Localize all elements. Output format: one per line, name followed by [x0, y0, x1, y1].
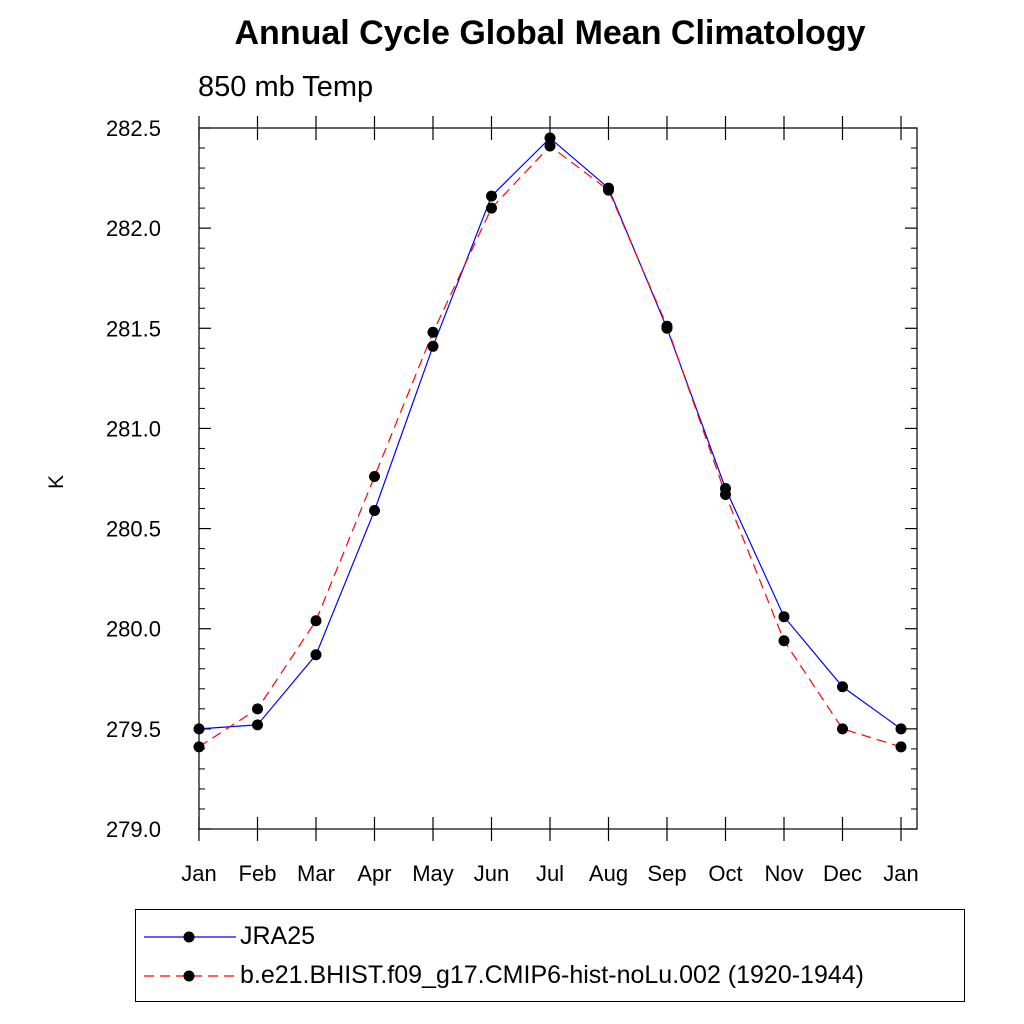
x-tick-label: Jan — [883, 861, 918, 886]
series-1-point — [427, 326, 439, 338]
series-0-point — [544, 132, 556, 144]
x-tick-label: Feb — [239, 861, 277, 886]
y-tick-label: 280.5 — [106, 517, 161, 542]
series-0-point — [427, 340, 439, 352]
x-tick-label: Nov — [764, 861, 803, 886]
x-tick-label: Jul — [536, 861, 564, 886]
y-tick-label: 282.5 — [106, 116, 161, 141]
series-0-point — [369, 505, 380, 517]
y-tick-label: 280.0 — [106, 617, 161, 642]
series-1-point — [661, 320, 673, 332]
plot-frame — [198, 127, 918, 830]
x-tick-label: Apr — [357, 861, 391, 886]
y-tick-label: 279.0 — [106, 817, 161, 842]
series-0-point — [310, 649, 322, 661]
series-1-point — [310, 615, 322, 627]
legend-marker-series-1 — [183, 970, 195, 982]
legend-marker-series-0 — [183, 931, 195, 943]
series-0-point — [193, 723, 205, 735]
x-tick-label: Oct — [708, 861, 742, 886]
series-1-point — [778, 635, 790, 647]
series-line-0 — [198, 137, 902, 730]
y-tick-label: 281.0 — [106, 416, 161, 441]
series-0-point — [486, 190, 497, 202]
legend-swatches — [144, 931, 236, 982]
x-tick-label: May — [412, 861, 454, 886]
x-tick-label: Aug — [589, 861, 628, 886]
series-1-point — [252, 703, 263, 715]
series-1-point — [486, 202, 497, 214]
series-0-point — [778, 611, 790, 623]
x-tick-label: Sep — [647, 861, 686, 886]
y-tick-label: 281.5 — [106, 316, 161, 341]
series-1-point — [837, 723, 848, 735]
chart-subtitle: 850 mb Temp — [198, 71, 374, 103]
series-1-point — [720, 489, 731, 501]
series-1-point — [193, 741, 205, 753]
series-0-point — [252, 719, 263, 731]
x-tick-label: Jun — [474, 861, 509, 886]
x-tick-label: Mar — [297, 861, 335, 886]
legend: JRA25 b.e21.BHIST.f09_g17.CMIP6-hist-noL… — [135, 909, 965, 1002]
series-1-point — [603, 184, 614, 196]
series-1-point — [369, 470, 380, 482]
y-tick-label: 279.5 — [106, 717, 161, 742]
y-tick-label: 282.0 — [106, 216, 161, 241]
series-1-point — [895, 741, 907, 753]
series-0-point — [837, 681, 848, 693]
series-1-point — [544, 140, 556, 152]
chart-title: Annual Cycle Global Mean Climatology — [234, 14, 866, 52]
series-line-1 — [198, 145, 902, 748]
legend-label-series-0: JRA25 — [240, 922, 316, 950]
x-tick-label: Jan — [181, 861, 216, 886]
x-tick-label: Dec — [823, 861, 862, 886]
legend-label-series-1: b.e21.BHIST.f09_g17.CMIP6-hist-noLu.002 … — [240, 961, 864, 989]
series-0-point — [895, 723, 907, 735]
